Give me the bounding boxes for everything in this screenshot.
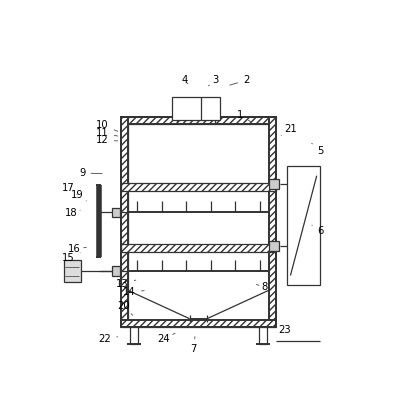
Bar [121,320,276,327]
Text: 1: 1 [237,110,252,122]
Bar [121,244,276,252]
Bar [128,124,269,320]
Text: 12: 12 [96,135,118,145]
Text: 15: 15 [62,252,80,263]
Text: 5: 5 [312,143,324,156]
Bar [112,208,120,217]
Text: 9: 9 [79,168,102,178]
Bar [121,117,276,327]
Text: 18: 18 [65,208,80,218]
Text: 17: 17 [61,183,77,195]
Bar [172,97,220,120]
Text: 11: 11 [96,128,118,138]
Text: 7: 7 [190,337,197,354]
Bar [121,183,276,191]
Text: 19: 19 [71,190,86,201]
Text: 22: 22 [99,334,118,344]
Text: 16: 16 [68,244,86,254]
Text: 23: 23 [272,325,290,334]
Text: 3: 3 [209,75,218,86]
Bar [269,117,276,327]
Bar [269,179,279,189]
Text: 20: 20 [117,301,133,315]
Text: 13: 13 [116,279,136,289]
Bar [130,327,138,344]
Bar [259,327,267,344]
Text: 2: 2 [230,75,249,85]
Text: 10: 10 [96,120,118,131]
Bar [121,117,276,124]
Text: 14: 14 [123,288,144,298]
Bar [269,242,279,251]
Text: 4: 4 [181,75,188,85]
Bar [287,166,320,285]
Text: 21: 21 [281,124,297,135]
Bar [121,117,128,327]
Text: 6: 6 [312,225,324,236]
Bar [64,260,81,283]
Text: 24: 24 [157,333,175,344]
Text: 8: 8 [257,283,268,293]
Bar [112,266,120,276]
